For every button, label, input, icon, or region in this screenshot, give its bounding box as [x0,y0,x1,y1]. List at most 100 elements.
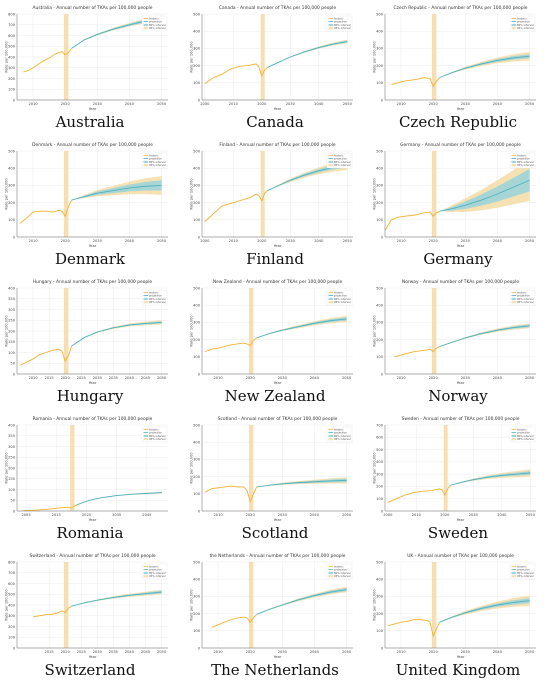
legend-frame [326,289,353,306]
y-tick-label: 50 [10,362,15,366]
y-axis-label: Rate per 100,000 [373,589,377,621]
y-axis-label: Rate per 100,000 [5,41,9,73]
x-tick-label: 2030 [278,376,288,380]
ci80-band [439,54,530,78]
x-tick-label: 2050 [342,650,352,654]
chart-title: Romania - Annual number of TKAs per 100,… [33,416,153,422]
y-tick-label: 0 [198,372,201,376]
chart-title: Hungary - Annual number of TKAs per 100,… [33,279,153,285]
legend-swatch [511,438,516,441]
x-tick-label: 2020 [440,513,450,517]
legend-label: 80% interval [149,23,166,27]
x-tick-label: 2040 [125,239,135,243]
legend-swatch [143,160,148,163]
x-tick-label: 2010 [412,513,422,517]
legend-label: 95% interval [517,574,534,578]
projection-series [439,179,530,212]
y-tick-label: 400 [8,167,16,171]
y-tick-label: 50 [10,499,15,503]
y-tick-label: 200 [193,612,201,616]
x-axis-label: Year [89,107,97,111]
y-tick-label: 400 [376,167,384,171]
chart-svg: 0 100 200 300 400 500 2010 2020 2030 2040 2050 Year… [5,142,168,248]
y-axis-label: Rate per 100,000 [373,178,377,210]
y-tick-label: 400 [193,167,201,171]
covid-band [431,151,437,237]
y-tick-label: 200 [8,466,16,470]
historic-series [204,485,258,503]
y-tick-label: 0 [13,235,16,239]
ci95-band [439,51,530,78]
chart-panel: 0 100 200 300 400 500 2010 2020 2030 2040 2050 Year… [371,274,545,412]
ci95-band [77,491,162,505]
x-tick-label: 2020 [246,376,256,380]
x-tick-label: 2000 [383,513,393,517]
x-tick-label: 2000 [200,102,210,106]
x-tick-label: 2030 [461,376,471,380]
covid-band [248,288,254,374]
x-tick-label: 2030 [93,376,103,380]
ci95-band [267,39,348,68]
legend-swatch [328,160,333,163]
projection-series [256,589,347,615]
projection-series [450,472,531,486]
y-tick-label: 500 [376,560,384,564]
projection-series [71,184,162,201]
legend-frame [326,152,353,169]
chart-title: Australia - Annual number of TKAs per 10… [33,5,153,11]
country-caption: United Kingdom [395,661,521,679]
y-tick-label: 200 [376,485,384,489]
historic-series [23,48,72,73]
legend-frame [141,289,168,306]
covid-band [63,562,69,648]
y-tick-label: 0 [198,646,201,650]
legend-frame [509,563,536,580]
y-tick-label: 100 [376,218,384,222]
y-tick-label: 300 [376,472,384,476]
chart-svg: 0 50 100 150 200 250 300 350 400 2005 2015 2025 2035… [5,416,168,522]
legend-label: projection [149,157,162,161]
x-tick-label: 2035 [109,376,118,380]
x-tick-label: 2050 [525,650,535,654]
chart-svg: 0 100 200 300 400 500 2010 2020 2030 2040 2050 Year… [373,553,536,659]
x-tick-label: 2020 [61,376,71,380]
ci80-band [256,317,347,338]
y-tick-label: 200 [193,338,201,342]
projection-series [256,479,347,488]
legend-label: 95% interval [149,574,166,578]
legend-label: 95% interval [334,574,351,578]
y-tick-label: 400 [8,286,16,290]
x-tick-label: 2045 [142,513,151,517]
legend-label: 80% interval [517,571,534,575]
x-tick-label: 2040 [493,650,503,654]
chart-svg: 0 100 200 300 400 500 600 700 2000 2010 2020 2030 20… [373,416,536,522]
historic-series [211,614,257,628]
x-tick-label: 2050 [157,650,167,654]
legend-swatch [328,575,333,578]
y-tick-label: 300 [376,184,384,188]
y-tick-label: 0 [13,509,16,513]
x-tick-label: 2040 [310,376,320,380]
legend-label: historic [517,290,527,294]
legend-label: 80% interval [334,571,351,575]
y-tick-label: 400 [8,55,16,59]
y-axis-label: Rate per 100,000 [5,589,9,621]
legend-frame [141,15,168,32]
country-caption: Norway [428,387,488,405]
historic-series [391,77,440,88]
legend-label: projection [517,157,530,161]
chart-panel: 0 100 200 300 400 500 2010 2020 2030 2040 2050 Year… [371,0,545,138]
covid-band [248,562,254,648]
x-tick-label: 2030 [278,513,288,517]
chart-svg: 0 100 200 300 400 500 2010 2020 2030 2040 2050 Year… [373,279,536,385]
historic-series [388,619,441,638]
country-caption: Canada [246,113,304,131]
x-tick-label: 2030 [461,102,471,106]
x-tick-label: 2010 [396,376,406,380]
legend-label: projection [149,431,162,435]
legend-frame [509,289,536,306]
y-axis-label: Rate per 100,000 [190,589,194,621]
